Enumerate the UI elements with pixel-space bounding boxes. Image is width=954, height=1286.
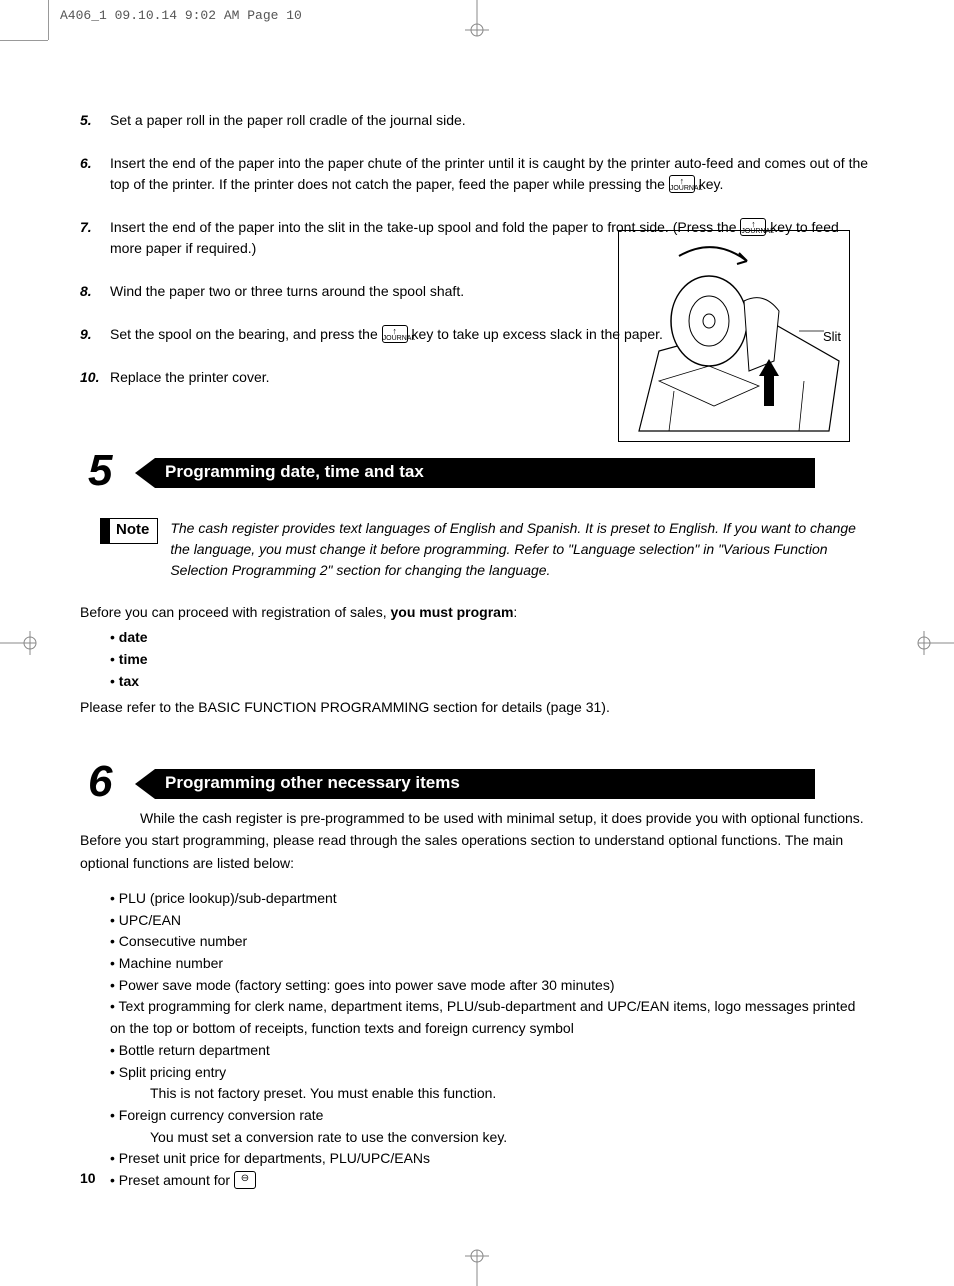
- list-item: Consecutive number: [110, 931, 870, 953]
- item-text: date: [119, 629, 148, 645]
- step-text: Insert the end of the paper into the pap…: [110, 153, 870, 195]
- list-subitem: You must set a conversion rate to use th…: [150, 1127, 870, 1149]
- step-number: 8.: [80, 281, 110, 302]
- header-slug: A406_1 09.10.14 9:02 AM Page 10: [60, 8, 302, 23]
- section-banner: Programming date, time and tax: [135, 458, 870, 488]
- item-text: Preset amount for: [119, 1172, 234, 1188]
- text-part: Insert the end of the paper into the pap…: [110, 155, 868, 192]
- section-5: 5 Programming date, time and tax Note Th…: [80, 458, 870, 719]
- list-item: Machine number: [110, 953, 870, 975]
- section-title: Programming other necessary items: [165, 773, 460, 793]
- journal-key-icon: JOURNAL: [382, 325, 408, 343]
- text-part: Set the spool on the bearing, and press …: [110, 326, 382, 342]
- list-item: Foreign currency conversion rate: [110, 1105, 870, 1127]
- list-item: Preset amount for ⊖: [110, 1170, 870, 1192]
- note-block: Note The cash register provides text lan…: [100, 518, 870, 581]
- section-banner: Programming other necessary items: [135, 769, 870, 799]
- list-item: Power save mode (factory setting: goes i…: [110, 975, 870, 997]
- content-region: 5. Set a paper roll in the paper roll cr…: [80, 110, 870, 1196]
- step-number: 10.: [80, 367, 110, 388]
- list-item: Split pricing entry: [110, 1062, 870, 1084]
- optional-functions-list: PLU (price lookup)/sub-department UPC/EA…: [110, 888, 870, 1192]
- step-number: 5.: [80, 110, 110, 131]
- note-tag: Note: [100, 518, 158, 544]
- section-number: 6: [88, 757, 112, 807]
- section5-intro: Before you can proceed with registration…: [80, 601, 870, 623]
- list-item: PLU (price lookup)/sub-department: [110, 888, 870, 910]
- list-item: time: [110, 649, 870, 671]
- list-item: Preset unit price for departments, PLU/U…: [110, 1148, 870, 1170]
- step-number: 6.: [80, 153, 110, 195]
- text-bold: you must program: [391, 604, 514, 620]
- crop-mark-bottom: [457, 1246, 497, 1286]
- journal-key-icon: JOURNAL: [669, 175, 695, 193]
- section6-intro: While the cash register is pre-programme…: [80, 807, 870, 874]
- list-item: Bottle return department: [110, 1040, 870, 1062]
- section-title: Programming date, time and tax: [165, 462, 424, 482]
- list-item: date: [110, 627, 870, 649]
- printer-illustration: Slit: [618, 230, 850, 442]
- step-6: 6. Insert the end of the paper into the …: [80, 153, 870, 195]
- program-items: date time tax: [110, 627, 870, 692]
- step-number: 7.: [80, 217, 110, 259]
- page-number: 10: [80, 1170, 96, 1186]
- list-item: UPC/EAN: [110, 910, 870, 932]
- text-part: Before you can proceed with registration…: [80, 604, 391, 620]
- section-number: 5: [88, 446, 112, 496]
- section-6: 6 Programming other necessary items Whil…: [80, 769, 870, 1192]
- crop-mark-top: [457, 0, 497, 40]
- item-text: time: [119, 651, 148, 667]
- text-part: :: [513, 604, 517, 620]
- page: A406_1 09.10.14 9:02 AM Page 10 5. Set a…: [0, 0, 954, 1286]
- step-5: 5. Set a paper roll in the paper roll cr…: [80, 110, 870, 131]
- crop-mark-left: [0, 623, 40, 663]
- step-text: Set a paper roll in the paper roll cradl…: [110, 110, 870, 131]
- corner-crop-v: [48, 0, 49, 40]
- illustration-label-slit: Slit: [823, 329, 841, 344]
- step-number: 9.: [80, 324, 110, 345]
- item-text: tax: [119, 673, 139, 689]
- section5-outro: Please refer to the BASIC FUNCTION PROGR…: [80, 696, 870, 718]
- list-subitem: This is not factory preset. You must ena…: [150, 1083, 870, 1105]
- list-item: Text programming for clerk name, departm…: [110, 996, 870, 1039]
- list-item: tax: [110, 671, 870, 693]
- corner-crop-h: [0, 40, 48, 41]
- minus-key-icon: ⊖: [234, 1171, 256, 1189]
- crop-mark-right: [914, 623, 954, 663]
- note-text: The cash register provides text language…: [170, 518, 870, 581]
